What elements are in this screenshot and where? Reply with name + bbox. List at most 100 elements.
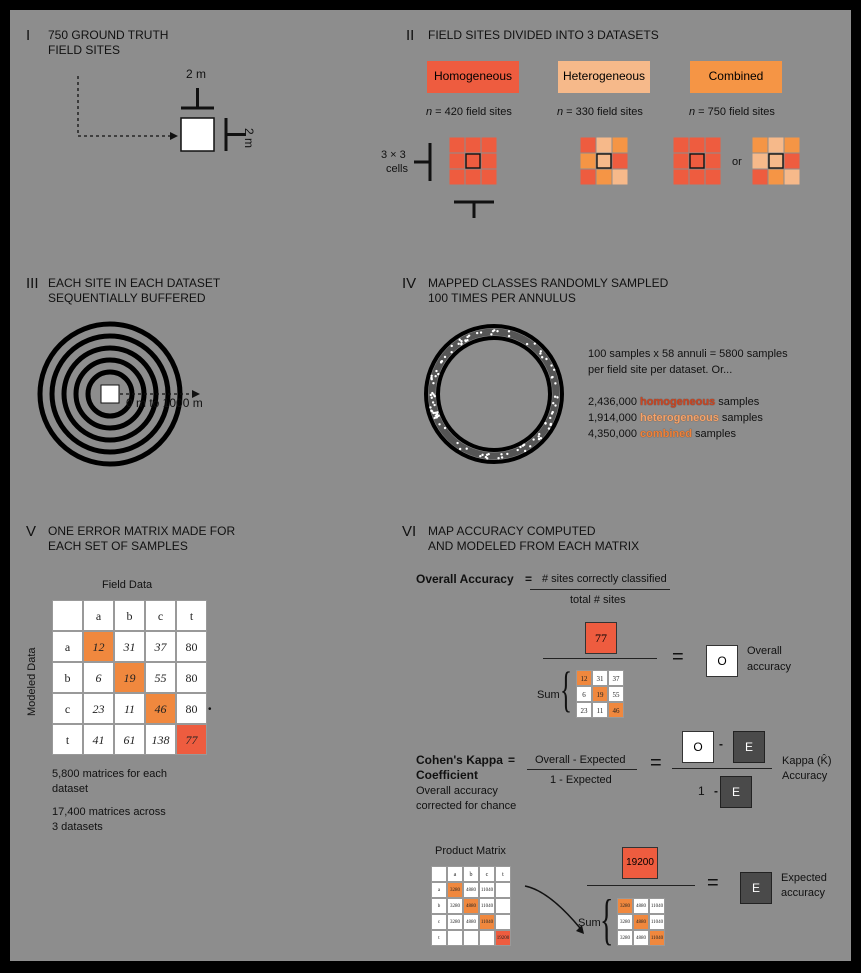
- sample-dot: [538, 432, 541, 436]
- matrix-row-label: b: [52, 662, 83, 693]
- product-header-cell: [431, 866, 447, 882]
- samples-heterogeneous: 1,914,000 heterogeneous samples: [588, 412, 763, 424]
- mini-matrix-cell: 23: [576, 702, 592, 718]
- sample-dot: [438, 423, 441, 426]
- matrix-header-cell: c: [145, 600, 176, 631]
- combined-grid-a-cell: [704, 168, 722, 186]
- sample-dot: [549, 422, 553, 426]
- sample-dot: [529, 445, 532, 448]
- sample-dot: [458, 447, 462, 451]
- product-row-label: a: [431, 882, 447, 898]
- combined-grid-b-cell: [783, 168, 801, 186]
- sample-dot: [547, 427, 551, 430]
- kappa-ratio-line: [672, 768, 772, 769]
- sum-product-cell: 4880: [633, 914, 649, 930]
- product-cell: 4880: [463, 914, 479, 930]
- kappa-denominator: 1 - Expected: [550, 774, 612, 786]
- sample-dot: [552, 401, 555, 405]
- sample-dot: [507, 334, 511, 338]
- panel-2-grids: [414, 136, 801, 218]
- product-row-label: t: [431, 930, 447, 946]
- expected-ratio-line: [587, 885, 695, 886]
- matrix-cell: 19: [114, 662, 145, 693]
- product-cell: [479, 930, 495, 946]
- sample-dot: [544, 422, 547, 425]
- sample-dot: [458, 338, 461, 341]
- matrix-header-cell: b: [114, 600, 145, 631]
- sum-product-cell: 11040: [649, 898, 665, 914]
- panel-4-title-line2: 100 TIMES PER ANNULUS: [428, 291, 576, 305]
- sample-dot: [493, 329, 496, 332]
- product-cell: 4880: [463, 898, 479, 914]
- heterogeneous-grid-center-outline: [596, 153, 612, 169]
- sample-dot: [554, 382, 557, 385]
- kappa-label-2: Coefficient: [416, 768, 479, 782]
- overall-accuracy-2: accuracy: [747, 661, 792, 673]
- product-cell: [495, 914, 511, 930]
- sample-dot: [450, 344, 453, 348]
- overall-accuracy-label: Overall Accuracy: [416, 572, 514, 586]
- sample-dot: [497, 456, 500, 460]
- equals-4: =: [650, 752, 662, 774]
- sum-product-cell: 4880: [633, 898, 649, 914]
- matrices-note-2a: 17,400 matrices across: [52, 806, 166, 818]
- matrix-cell: 41: [83, 724, 114, 755]
- kappa-accuracy-2: Accuracy: [782, 770, 828, 782]
- sample-dot: [490, 333, 493, 336]
- sample-dot: [496, 329, 499, 333]
- panel-3-title-line2: SEQUENTIALLY BUFFERED: [48, 291, 206, 305]
- sample-dot: [430, 374, 433, 378]
- sum-value-box: 77: [585, 622, 617, 654]
- mini-matrix-cell: 11: [592, 702, 608, 718]
- panel-1-title-line2: FIELD SITES: [48, 43, 121, 57]
- sample-dot: [549, 416, 552, 420]
- kappa-e-box-1: E: [733, 731, 765, 763]
- matrix-cell: 77: [176, 724, 207, 755]
- matrix-cell: 46: [145, 693, 176, 724]
- kappa-e-box-2: E: [720, 776, 752, 808]
- kappa-o-box: O: [682, 731, 714, 763]
- sample-dot: [506, 452, 509, 456]
- product-cell: 11040: [479, 882, 495, 898]
- product-matrix-label: Product Matrix: [435, 845, 506, 857]
- sample-dot: [467, 334, 471, 337]
- kappa-minus-2: -: [714, 784, 718, 798]
- panel-3-number: III: [26, 275, 39, 292]
- sample-dot: [516, 448, 519, 452]
- sample-dot: [532, 438, 535, 441]
- sampled-annulus: [424, 324, 564, 464]
- matrix-header-cell: [52, 600, 83, 631]
- or-label: or: [732, 156, 742, 168]
- samples-combined: 4,350,000 combined samples: [588, 428, 736, 440]
- sum-label-1: Sum: [537, 689, 560, 701]
- homogeneous-grid-center-outline: [465, 153, 481, 169]
- sample-dot: [485, 453, 489, 456]
- product-cell: 19200: [495, 930, 511, 946]
- panel-5-title-line2: EACH SET OF SAMPLES: [48, 539, 188, 553]
- heterogeneous-count: n = 330 field sites: [557, 106, 643, 118]
- sample-dot: [431, 391, 434, 395]
- sample-dot: [432, 381, 435, 385]
- sample-dot: [539, 352, 542, 355]
- sample-dot: [550, 364, 553, 367]
- matrix-cell: 23: [83, 693, 114, 724]
- homogeneous-grid-cell: [480, 168, 498, 186]
- panel-1-graphics: [77, 76, 246, 152]
- matrix-cell: 11: [114, 693, 145, 724]
- oa-fraction-line: [530, 589, 670, 590]
- expected-e-box: E: [740, 872, 772, 904]
- panel-2-number: II: [406, 27, 415, 44]
- heterogeneous-grid-cell: [611, 168, 629, 186]
- product-cell: [447, 930, 463, 946]
- sample-dot: [486, 457, 489, 460]
- kappa-numerator: Overall - Expected: [535, 754, 626, 766]
- oa-denominator: total # sites: [570, 594, 626, 606]
- sample-dot: [437, 372, 440, 376]
- samples-desc-1: 100 samples x 58 annuli = 5800 samples: [588, 348, 788, 360]
- sample-dot: [475, 331, 479, 335]
- brace-1: {: [560, 661, 572, 717]
- product-header-cell: t: [495, 866, 511, 882]
- product-sum-box: 19200: [622, 847, 658, 879]
- sample-dot: [479, 455, 482, 458]
- sample-dot: [433, 416, 436, 420]
